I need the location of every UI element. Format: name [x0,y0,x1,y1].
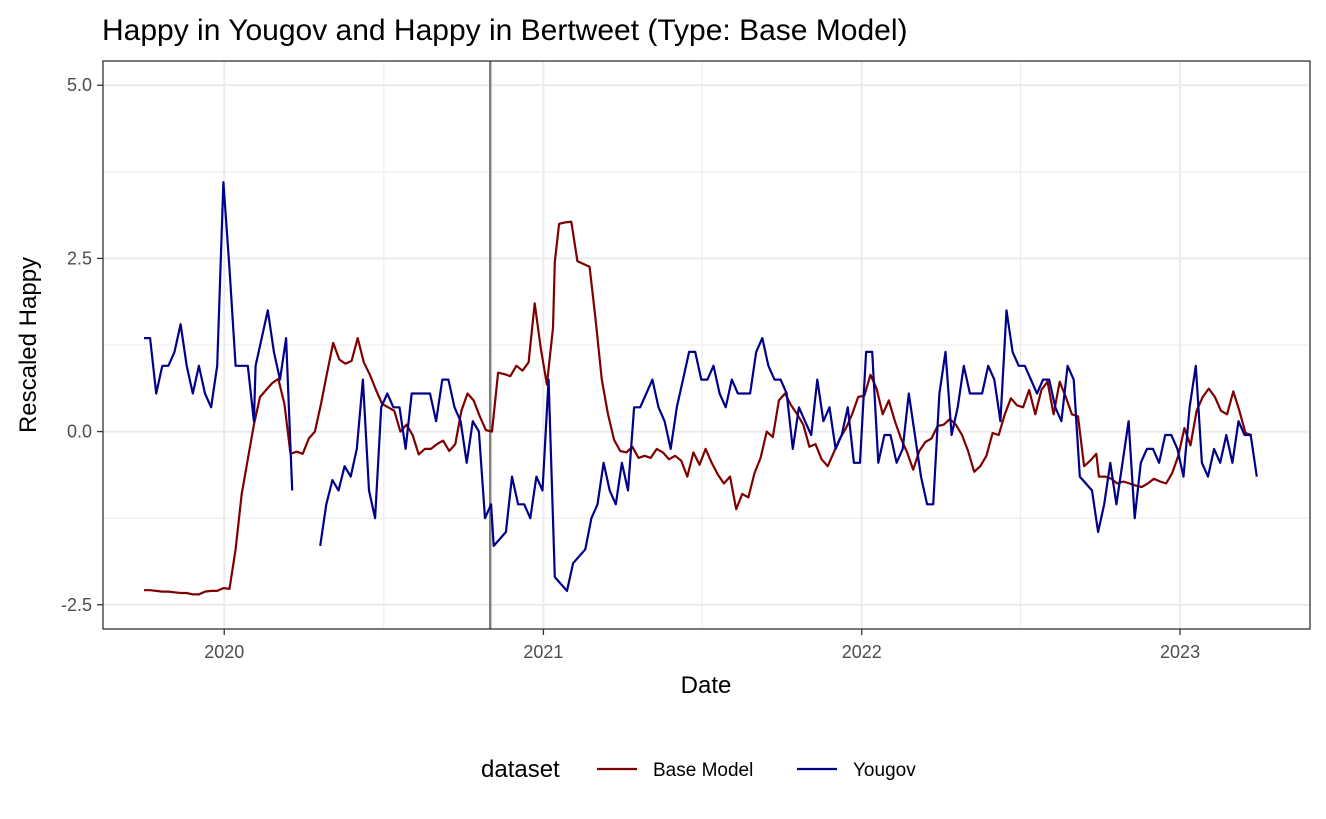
y-tick-label: 2.5 [67,248,92,268]
x-axis: 2020 2021 2022 2023 [204,629,1200,662]
y-axis-title: Rescaled Happy [15,257,42,433]
x-tick-label: 2022 [842,642,882,662]
chart-title: Happy in Yougov and Happy in Bertweet (T… [102,14,908,47]
x-tick-label: 2021 [523,642,563,662]
y-axis: -2.5 0.0 2.5 5.0 [61,75,103,615]
x-tick-label: 2023 [1160,642,1200,662]
plot-panel [102,60,1311,630]
y-tick-label: 5.0 [67,75,92,95]
plot-border [102,60,1311,630]
legend-label-base-model: Base Model [653,760,753,781]
legend-title: dataset [481,756,560,783]
series-line-base-model [144,220,1252,596]
legend: dataset Base Model Yougov [481,756,916,783]
x-axis-title: Date [681,672,732,699]
y-tick-label: -2.5 [61,595,92,615]
legend-label-yougov: Yougov [853,760,916,781]
x-tick-label: 2020 [204,642,244,662]
y-tick-label: 0.0 [67,422,92,442]
series-line-yougov [144,181,1258,592]
